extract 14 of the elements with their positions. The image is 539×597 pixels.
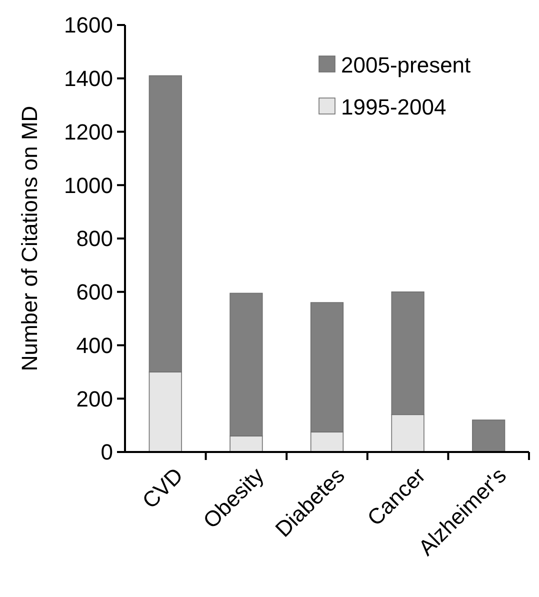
y-tick-label: 1200 [64,119,113,144]
y-tick-label: 1600 [64,12,113,38]
y-tick-label: 1400 [64,66,113,92]
x-tick-label: CVD [137,462,188,514]
y-tick-label: 600 [76,280,113,305]
y-tick-label: 400 [76,332,113,358]
legend-label: 2005-present [341,52,471,78]
y-axis-title: Number of Citations on MD [17,106,42,372]
y-tick-label: 0 [100,440,113,465]
legend-label: 1995-2004 [341,94,446,120]
bar [472,420,506,452]
y-tick-label: 800 [76,226,113,252]
y-tick-label: 200 [76,386,113,412]
y-tick-label: 1000 [64,172,113,198]
